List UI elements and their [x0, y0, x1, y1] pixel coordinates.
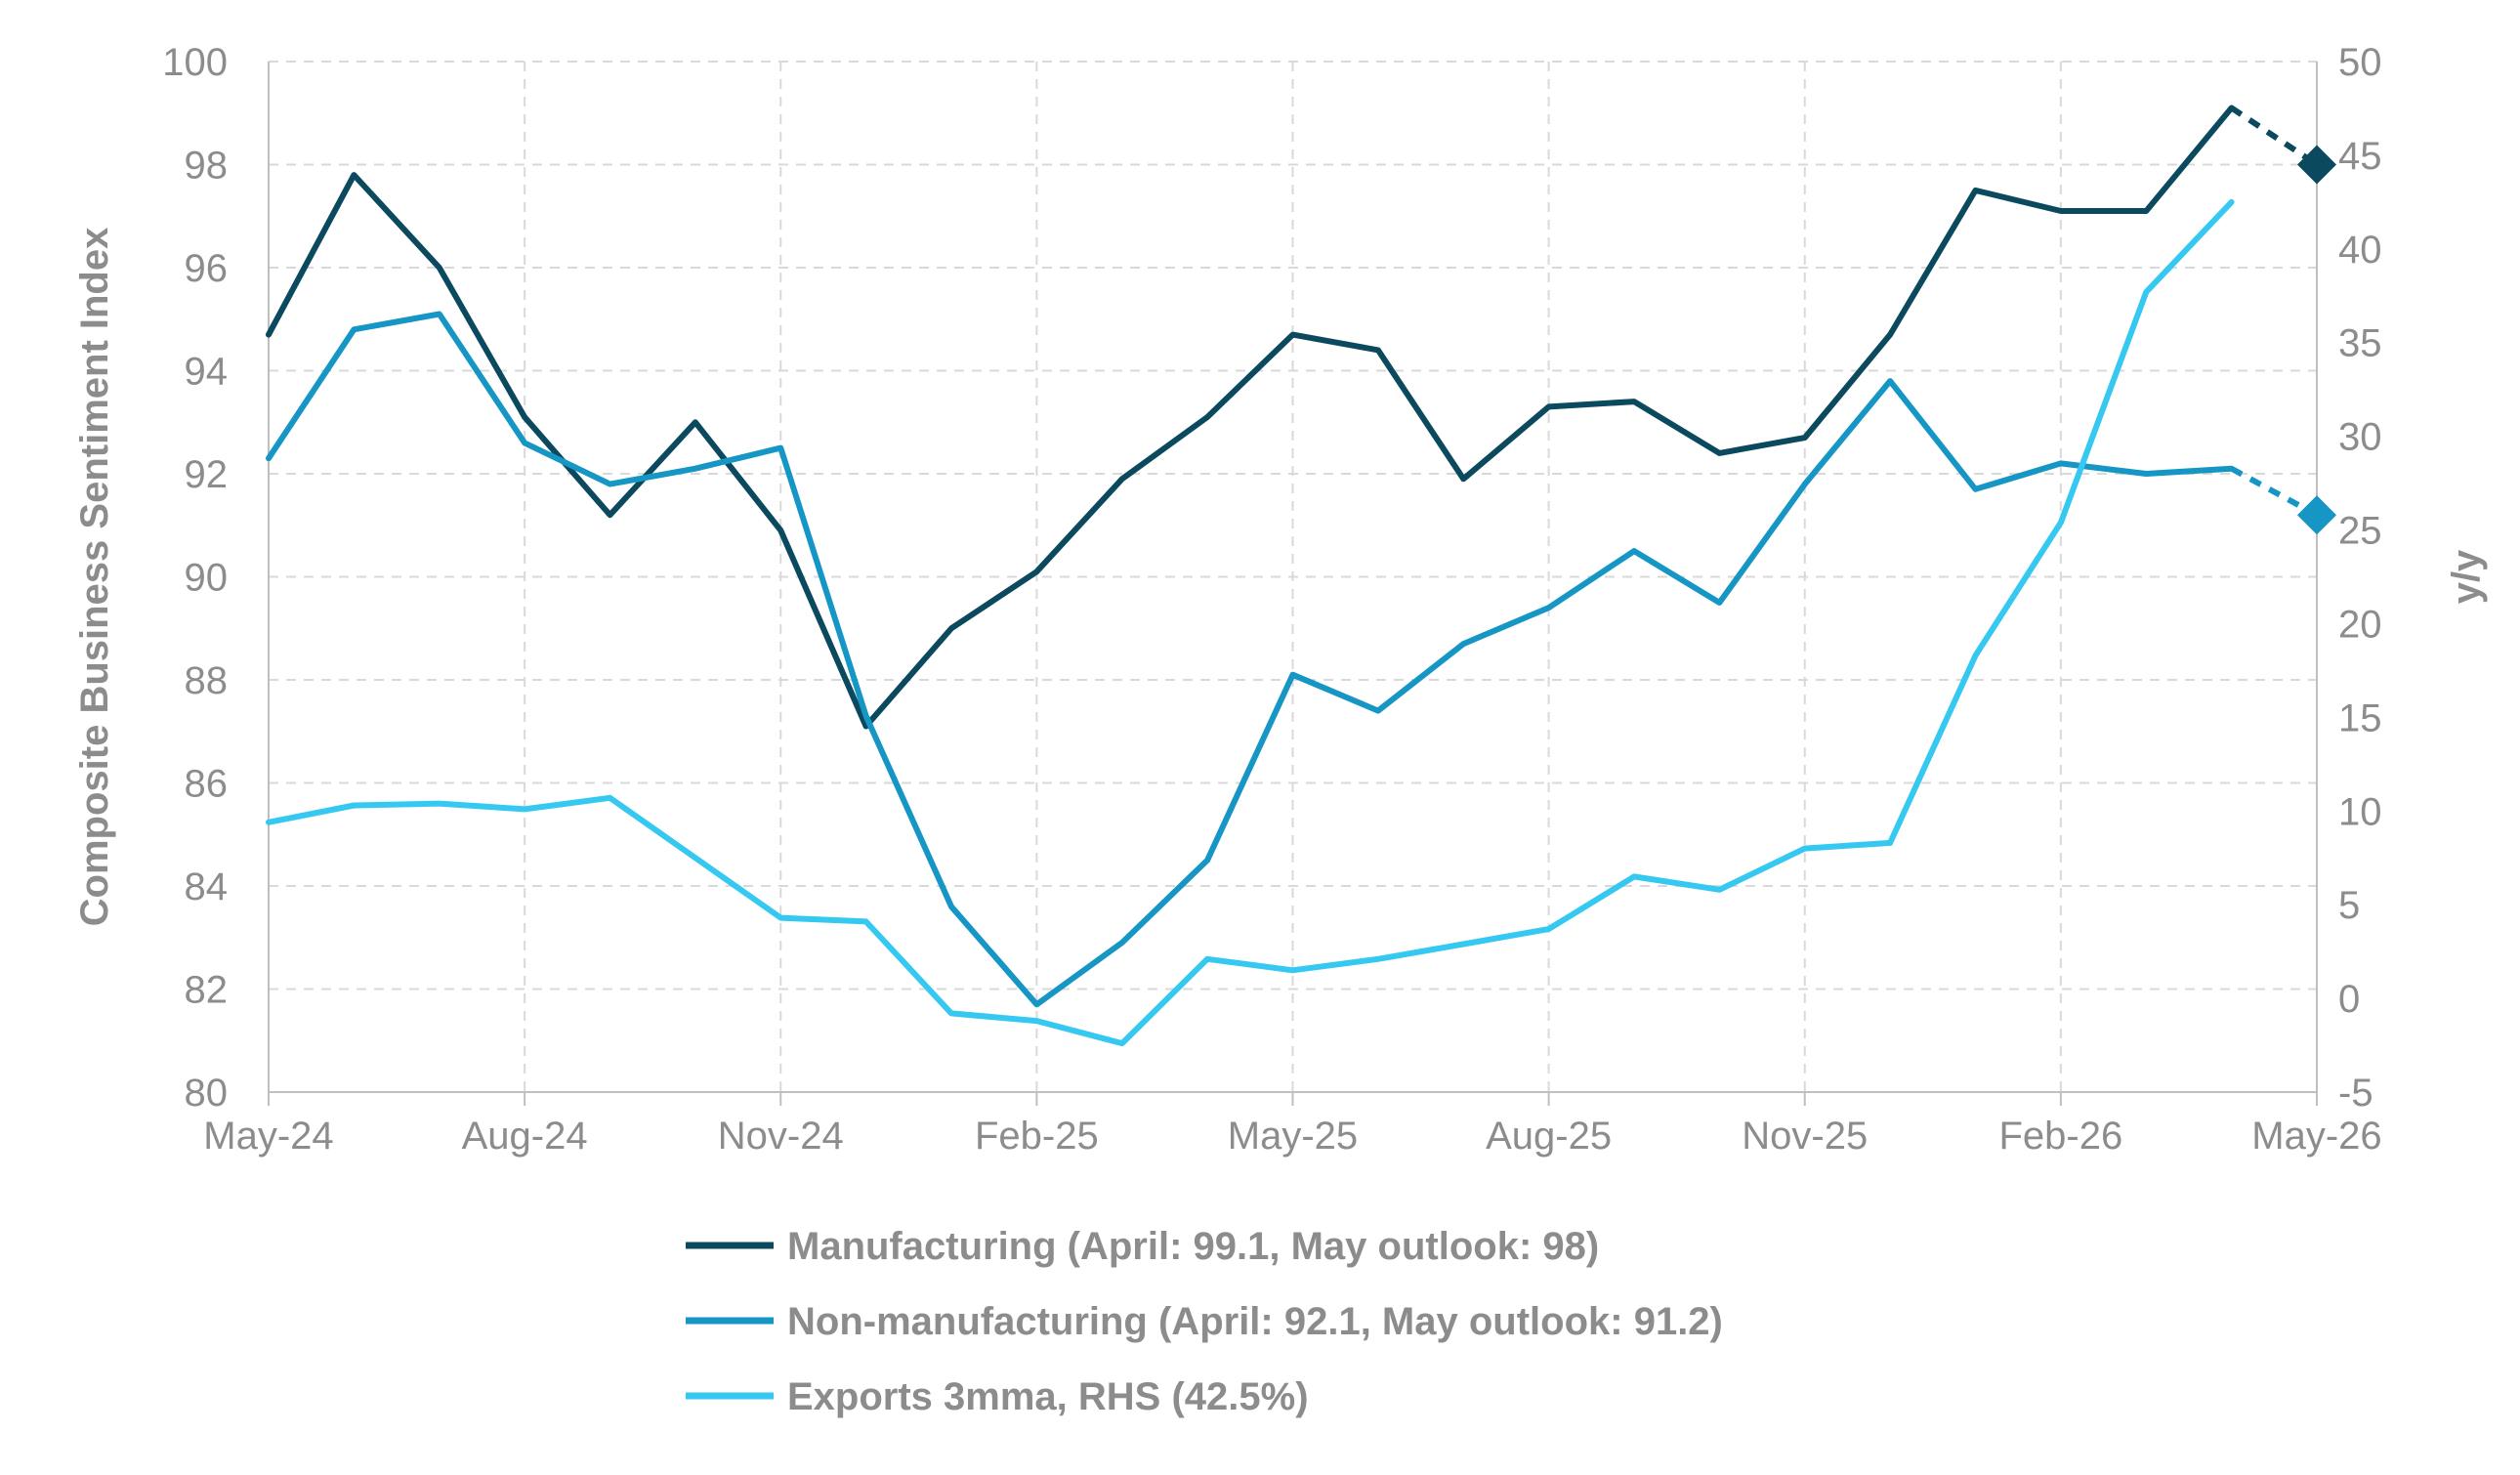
y-axis-title-left: Composite Business Sentiment Index [73, 228, 116, 927]
y-axis-title-right: y/y [2445, 549, 2488, 604]
y-tick-right: 10 [2338, 790, 2382, 833]
y-tick-right: 50 [2338, 41, 2382, 84]
outlook-line-2 [2230, 466, 2319, 518]
y-tick-right: 0 [2338, 978, 2360, 1021]
y-tick-right: 30 [2338, 416, 2382, 459]
x-tick-label: Aug-25 [1486, 1115, 1612, 1158]
y-tick-left: 90 [185, 557, 229, 600]
gridlines [268, 61, 2318, 1092]
y-tick-right: 45 [2338, 135, 2382, 178]
y-tick-left: 96 [185, 247, 229, 290]
series-line-2 [266, 311, 2235, 1008]
x-tick-label: Nov-25 [1742, 1115, 1868, 1158]
x-tick-label: Aug-24 [462, 1115, 588, 1158]
series-line-1 [266, 105, 2235, 730]
x-tick-label: May-24 [203, 1115, 333, 1158]
outlook-marker-2 [2297, 495, 2336, 535]
x-tick-label: Feb-25 [975, 1115, 1099, 1158]
legend-label-2: Non-manufacturing (April: 92.1, May outl… [787, 1300, 1723, 1343]
y-tick-right: 5 [2338, 884, 2360, 927]
y-tick-right: 35 [2338, 322, 2382, 365]
y-tick-left: 98 [185, 145, 229, 188]
y-tick-left: 86 [185, 763, 229, 806]
series-layer [266, 105, 2336, 1047]
x-tick-label: May-25 [1228, 1115, 1358, 1158]
y-tick-left: 94 [185, 351, 229, 394]
y-tick-right: 40 [2338, 229, 2382, 272]
legend-label-1: Manufacturing (April: 99.1, May outlook:… [787, 1225, 1599, 1268]
y-tick-right: 15 [2338, 696, 2382, 739]
y-tick-right: 20 [2338, 603, 2382, 646]
y-tick-left: 92 [185, 453, 229, 496]
axes: 80 82 84 86 88 90 92 94 96 98 100 -5 0 5 10 15 20 25 30 35 4… [162, 41, 2381, 1158]
y-tick-left: 100 [162, 41, 228, 84]
legend-label-3: Exports 3mma, RHS (42.5%) [787, 1375, 1309, 1418]
y-tick-left: 88 [185, 659, 229, 702]
outlook-line-1 [2229, 105, 2319, 167]
x-tick-label: Nov-24 [718, 1115, 844, 1158]
series-line-3 [266, 198, 2235, 1047]
y-tick-left: 84 [185, 865, 229, 908]
y-tick-right: -5 [2338, 1072, 2373, 1115]
x-tick-label: May-26 [2251, 1115, 2381, 1158]
x-tick-label: Feb-26 [1999, 1115, 2123, 1158]
legend: Manufacturing (April: 99.1, May outlook:… [686, 1225, 1723, 1418]
outlook-marker-1 [2297, 145, 2336, 185]
y-tick-right: 25 [2338, 510, 2382, 553]
y-tick-left: 80 [185, 1072, 229, 1115]
y-tick-left: 82 [185, 969, 229, 1012]
